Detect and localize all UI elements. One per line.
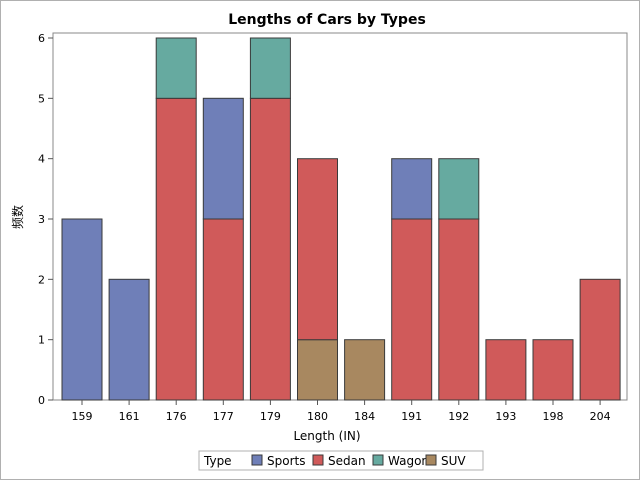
bar-segment-suv-184 bbox=[344, 339, 386, 401]
bar-segment-sedan-204 bbox=[579, 278, 621, 401]
x-tick-label: 198 bbox=[543, 410, 564, 423]
x-tick-label: 161 bbox=[119, 410, 140, 423]
x-axis-label: Length (IN) bbox=[293, 429, 360, 443]
bars-group bbox=[61, 37, 621, 401]
legend-label-suv: SUV bbox=[441, 454, 466, 468]
bar-segment-sedan-176 bbox=[155, 97, 197, 401]
x-tick-label: 184 bbox=[354, 410, 375, 423]
y-axis-label: 频数 bbox=[10, 205, 25, 229]
y-tick-label: 0 bbox=[38, 394, 45, 407]
legend-label-sedan: Sedan bbox=[328, 454, 366, 468]
x-tick-label: 192 bbox=[448, 410, 469, 423]
y-tick-label: 6 bbox=[38, 32, 45, 45]
bar-segment-sedan-192 bbox=[438, 218, 480, 401]
legend-swatch-sports bbox=[251, 454, 263, 466]
y-tick-label: 3 bbox=[38, 213, 45, 226]
bar-segment-sports-177 bbox=[202, 97, 244, 220]
x-tick-label: 204 bbox=[590, 410, 611, 423]
x-tick-label: 180 bbox=[307, 410, 328, 423]
legend-label-wagon: Wagon bbox=[388, 454, 429, 468]
x-tick-label: 191 bbox=[401, 410, 422, 423]
bar-segment-suv-180 bbox=[297, 339, 338, 401]
x-tick-label: 179 bbox=[260, 410, 281, 423]
bar-segment-wagon-192 bbox=[438, 158, 480, 220]
legend-title: Type bbox=[203, 454, 232, 468]
bar-segment-sedan-180 bbox=[297, 158, 338, 341]
x-tick-label: 193 bbox=[495, 410, 516, 423]
bar-segment-sedan-198 bbox=[532, 339, 574, 401]
x-tick-label: 177 bbox=[213, 410, 234, 423]
bar-segment-sports-191 bbox=[391, 158, 433, 220]
legend-label-sports: Sports bbox=[267, 454, 305, 468]
y-tick-label: 1 bbox=[38, 334, 45, 347]
y-tick-label: 2 bbox=[38, 273, 45, 286]
legend-swatch-suv bbox=[425, 454, 437, 466]
y-tick-label: 4 bbox=[38, 153, 45, 166]
y-axis: 0 1 2 3 4 5 6 bbox=[38, 32, 53, 407]
plot-frame bbox=[52, 32, 628, 401]
bar-segment-wagon-176 bbox=[155, 37, 197, 99]
x-axis: 159 161 176 177 179 180 184 191 192 193 198 204 bbox=[72, 400, 611, 423]
legend-swatch-wagon bbox=[372, 454, 384, 466]
plot-area bbox=[52, 32, 628, 401]
legend-swatch-sedan bbox=[312, 454, 324, 466]
bar-segment-sedan-177 bbox=[202, 218, 244, 401]
x-tick-label: 176 bbox=[166, 410, 187, 423]
x-tick-label: 159 bbox=[72, 410, 93, 423]
bar-segment-wagon-179 bbox=[249, 37, 291, 99]
bar-segment-sedan-179 bbox=[249, 97, 291, 401]
y-tick-label: 5 bbox=[38, 92, 45, 105]
legend-frame bbox=[198, 450, 484, 471]
legend: Type Sports Sedan Wagon SUV bbox=[198, 450, 484, 471]
chart-title: Lengths of Cars by Types bbox=[228, 12, 426, 28]
bar-segment-sports-161 bbox=[108, 278, 150, 401]
bar-segment-sports-159 bbox=[61, 218, 103, 401]
bar-segment-sedan-193 bbox=[485, 339, 527, 401]
bar-segment-sedan-191 bbox=[391, 218, 433, 401]
